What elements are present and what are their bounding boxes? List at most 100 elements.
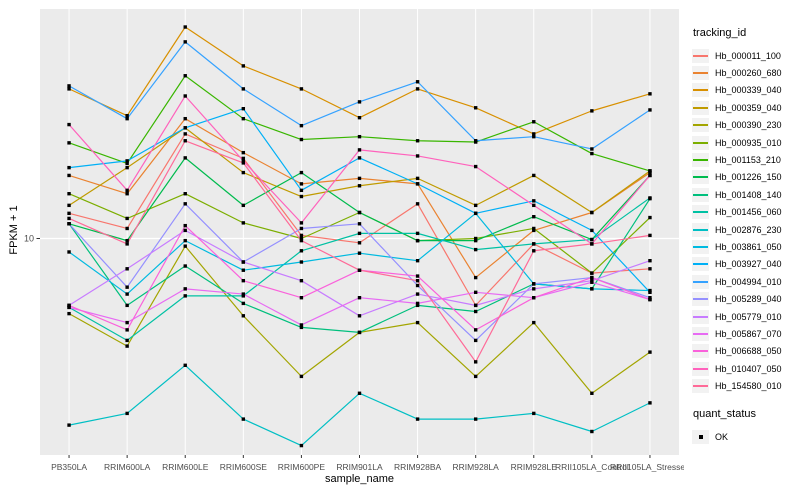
legend-item: Hb_000359_040 [692, 99, 800, 116]
data-point [473, 203, 478, 208]
data-point [183, 139, 187, 143]
data-point [125, 113, 129, 118]
data-point [67, 311, 71, 316]
data-point [415, 87, 420, 91]
legend-item-label: Hb_010407_050 [715, 363, 782, 374]
data-point [183, 116, 187, 121]
data-point [299, 87, 304, 91]
data-point [590, 271, 594, 275]
data-point [183, 40, 187, 44]
data-point [532, 282, 536, 286]
data-point [590, 109, 594, 113]
data-point [473, 211, 478, 216]
data-point [183, 25, 187, 29]
data-point [590, 210, 594, 215]
legend-item-label: Hb_005779_010 [715, 311, 782, 322]
legend-key-swatch [692, 118, 709, 133]
data-point [415, 278, 420, 283]
legend-item: Hb_005289_040 [692, 290, 800, 307]
data-point [648, 173, 652, 178]
data-point [532, 215, 536, 219]
data-point [125, 116, 129, 121]
data-point [473, 303, 478, 308]
legend-item: Hb_000390_230 [692, 117, 800, 134]
data-point [357, 222, 362, 226]
legend-item: Hb_002876_230 [692, 221, 800, 238]
data-point [299, 323, 304, 327]
y-axis-title: FPKM + 1 [8, 205, 20, 255]
legend-item-label: Hb_000011_100 [715, 50, 781, 61]
data-point [125, 188, 129, 193]
data-point [357, 231, 362, 236]
data-point [299, 260, 304, 264]
data-point [648, 169, 652, 173]
data-point [299, 374, 304, 379]
data-point [125, 285, 129, 289]
x-tick-label: RRII105LA_Control [555, 462, 629, 472]
data-point [473, 309, 478, 314]
data-point [241, 268, 246, 272]
data-point [67, 211, 71, 216]
legend-line-sample [693, 280, 708, 283]
data-point [648, 215, 652, 220]
legend-key-swatch [692, 153, 709, 168]
data-point [357, 251, 362, 255]
data-point [648, 196, 652, 200]
legend-key-swatch [692, 48, 709, 63]
data-point [125, 303, 129, 308]
legend-key-swatch [692, 170, 709, 185]
data-point [357, 100, 362, 104]
legend-item-label: Hb_001153_210 [715, 155, 781, 166]
data-point [648, 288, 652, 293]
x-tick-label: RRIM600SE [220, 462, 268, 472]
legend-line-sample [693, 263, 708, 266]
legend-item: Hb_010407_050 [692, 360, 800, 377]
legend-line-sample [693, 315, 708, 318]
data-point [241, 161, 246, 165]
data-point [473, 238, 478, 243]
data-point [67, 165, 71, 170]
data-point [532, 242, 536, 246]
data-point [532, 228, 536, 233]
legend-item: Hb_154580_010 [692, 377, 800, 394]
data-point [67, 141, 71, 145]
data-point [473, 247, 478, 252]
legend-item: Hb_001153_210 [692, 151, 800, 168]
data-point [357, 314, 362, 318]
data-point [648, 233, 652, 238]
data-point [532, 120, 536, 124]
data-point [67, 216, 71, 221]
legend-line-sample [693, 124, 708, 127]
data-point [241, 417, 246, 421]
data-point [299, 278, 304, 283]
data-point [473, 164, 478, 169]
data-point [299, 249, 304, 253]
data-point [473, 328, 478, 332]
legend-key-swatch [692, 83, 709, 98]
data-point [241, 87, 246, 91]
data-point [299, 226, 304, 231]
data-point [532, 226, 536, 231]
data-point [67, 192, 71, 196]
data-point [183, 264, 187, 268]
legend-item: Hb_001408_140 [692, 186, 800, 203]
legend-item: Hb_005867_070 [692, 325, 800, 342]
data-point [648, 92, 652, 96]
data-point [67, 122, 71, 127]
data-point [125, 161, 129, 166]
legend-line-sample [693, 193, 708, 196]
data-point [67, 173, 71, 178]
data-point [415, 202, 420, 206]
data-point [357, 268, 362, 272]
data-point [357, 134, 362, 139]
y-tick-label: 10 [24, 234, 34, 244]
data-point [241, 170, 246, 175]
data-point [590, 275, 594, 280]
legend-line-sample [693, 332, 708, 335]
legend-item: Hb_000011_100 [692, 47, 800, 64]
legend-item: Hb_001456_060 [692, 204, 800, 221]
legend-key-swatch [692, 205, 709, 220]
legend-key-swatch [692, 66, 709, 81]
x-tick-label: RRIM600PE [278, 462, 326, 472]
data-point [125, 411, 129, 416]
